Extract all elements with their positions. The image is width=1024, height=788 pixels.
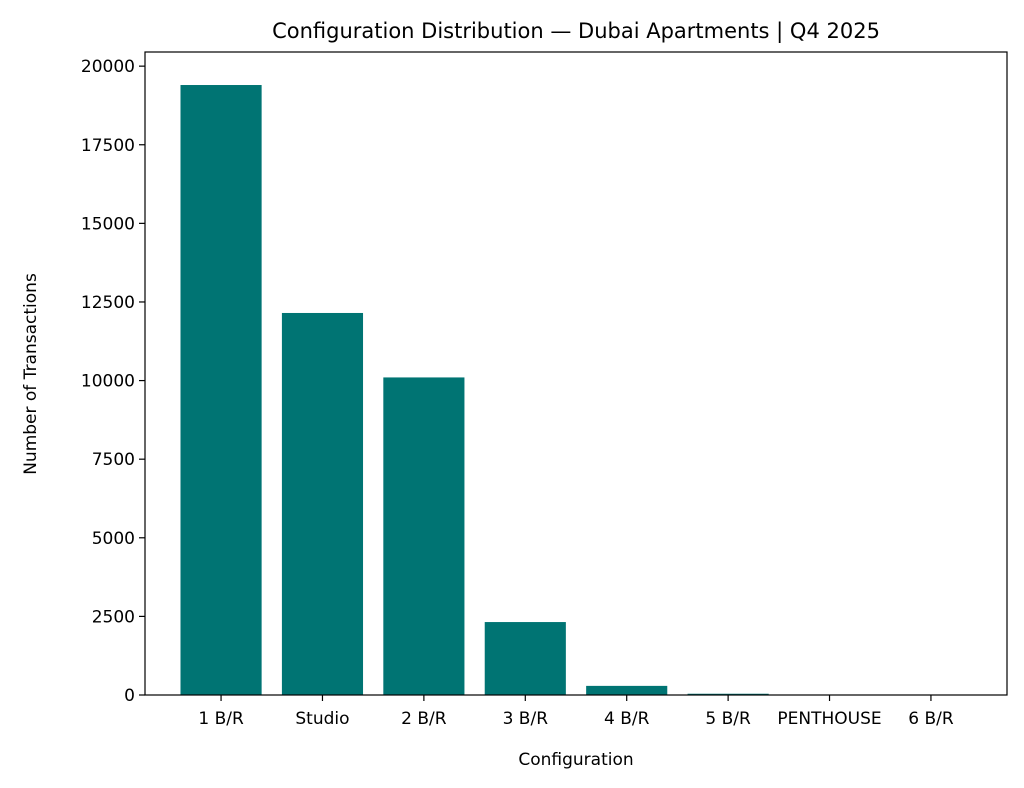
y-tick-label: 10000: [81, 372, 135, 392]
y-tick-label: 2500: [92, 607, 135, 627]
bar: [586, 685, 668, 695]
x-tick-label: 5 B/R: [705, 709, 751, 729]
bar: [383, 377, 465, 695]
x-tick-label: 2 B/R: [401, 709, 447, 729]
y-tick-label: 17500: [81, 136, 135, 156]
x-tick-label: 1 B/R: [198, 709, 244, 729]
bar: [687, 693, 769, 695]
y-tick-label: 15000: [81, 214, 135, 234]
x-axis-label: Configuration: [518, 750, 633, 770]
bar: [281, 312, 364, 695]
bar: [484, 622, 566, 695]
y-tick-label: 0: [124, 686, 135, 706]
y-tick-label: 7500: [92, 450, 135, 470]
x-tick-label: 3 B/R: [503, 709, 549, 729]
x-tick-label: Studio: [295, 709, 349, 729]
x-tick-label: 6 B/R: [908, 709, 954, 729]
y-tick-label: 20000: [81, 57, 135, 77]
x-tick-label: PENTHOUSE: [777, 709, 881, 729]
plot-frame: [144, 51, 1008, 696]
bar: [180, 85, 262, 696]
chart-title: Configuration Distribution — Dubai Apart…: [272, 19, 880, 44]
y-tick-label: 5000: [92, 529, 135, 549]
x-tick-label: 4 B/R: [604, 709, 650, 729]
y-tick-label: 12500: [81, 293, 135, 313]
y-axis-label: Number of Transactions: [21, 273, 41, 475]
